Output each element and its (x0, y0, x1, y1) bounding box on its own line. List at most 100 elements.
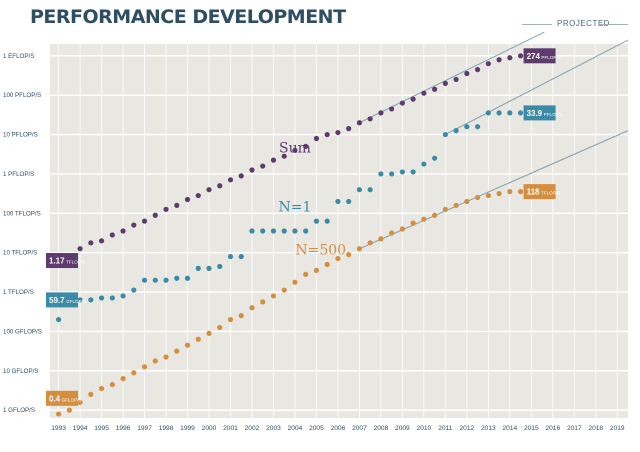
data-point (55, 316, 62, 323)
data-point (109, 381, 115, 388)
series-label: N=1 (279, 199, 312, 215)
data-point (507, 110, 513, 116)
projected-label: PROJECTED (557, 19, 610, 28)
y-axis-ticks: 1 GFLOP/S 10 GFLOP/S 100 GFLOP/S 1 TFLOP/S 1… (3, 53, 42, 414)
x-tick-label: 1997 (137, 425, 152, 432)
data-point (152, 277, 158, 283)
data-point (184, 342, 191, 348)
x-axis-ticks: 1993 1994 1995 1996 1997 1998 1999 2000 2001 2002… (51, 425, 625, 432)
data-point (249, 305, 255, 311)
y-tick-label: 10 GFLOP/S (3, 368, 38, 375)
y-tick-label: 100 PFLOP/S (3, 92, 41, 99)
data-point (303, 143, 309, 149)
data-point (131, 222, 137, 228)
data-point (249, 167, 255, 173)
data-point (109, 232, 115, 238)
data-point (335, 198, 341, 205)
data-point (152, 358, 158, 364)
data-label-value: 274 (527, 52, 541, 61)
x-tick-label: 1999 (180, 425, 195, 432)
data-point (77, 399, 83, 405)
data-label-n500-start: 0.4 GFLOP/S (46, 390, 82, 406)
data-point (389, 106, 395, 112)
x-tick-label: 2000 (202, 425, 217, 432)
y-tick-label: 1 PFLOP/S (3, 171, 34, 178)
data-point (496, 110, 502, 116)
data-label-unit: TFLOP/S (66, 260, 85, 265)
data-point (120, 293, 126, 299)
data-label-value: 59.7 (49, 296, 65, 305)
data-label-text: 0.4 GFLOP/S (49, 394, 82, 403)
data-label-value: 33.9 (527, 109, 543, 118)
data-label-box (46, 292, 78, 308)
projected-divider-left (522, 24, 552, 25)
data-point (227, 177, 234, 183)
data-point (206, 330, 212, 336)
data-point (356, 187, 363, 193)
data-point (335, 255, 341, 262)
data-point (496, 57, 502, 63)
data-point (227, 253, 234, 260)
data-point (399, 169, 405, 175)
data-point (141, 364, 148, 370)
series-label: N=500 (295, 243, 346, 259)
data-point (55, 411, 62, 417)
data-point (485, 61, 491, 67)
data-point (120, 376, 126, 382)
x-tick-label: 2006 (331, 425, 346, 432)
data-point (281, 153, 287, 159)
data-point (389, 230, 395, 236)
data-point (442, 80, 448, 86)
x-tick-label: 2009 (395, 425, 410, 432)
data-point (174, 275, 180, 281)
data-point (238, 173, 244, 179)
data-point (410, 220, 416, 226)
data-point (432, 155, 438, 161)
data-point (464, 198, 470, 205)
y-tick-label: 10 PFLOP/S (3, 132, 38, 139)
data-label-n500-end: 118 TFLOP/S (523, 184, 561, 200)
x-tick-label: 2001 (223, 425, 238, 432)
data-point (453, 202, 459, 209)
data-label-unit: PFLOP/S (544, 112, 563, 117)
y-tick-label: 1 EFLOP/S (3, 53, 34, 60)
projection-line (445, 39, 629, 136)
data-point (335, 129, 341, 136)
data-point (432, 86, 438, 92)
data-point (410, 169, 416, 175)
data-point (346, 126, 352, 132)
data-point (292, 228, 298, 234)
data-point (324, 131, 330, 138)
x-tick-label: 2004 (288, 425, 303, 432)
data-point (507, 189, 513, 195)
data-point (281, 228, 287, 234)
data-label-text: 118 TFLOP/S (527, 188, 561, 197)
projected-divider-right (598, 24, 628, 25)
data-point (442, 206, 448, 212)
data-point (507, 55, 513, 61)
data-point (367, 187, 373, 193)
data-point (517, 53, 524, 59)
data-label-n1-end: 33.9 PFLOP/S (523, 105, 563, 121)
data-point (324, 218, 330, 224)
data-point (496, 191, 502, 197)
data-point (88, 240, 94, 246)
x-tick-label: 2016 (545, 425, 560, 432)
data-point (77, 297, 83, 303)
data-point (292, 279, 298, 285)
data-point (141, 277, 148, 283)
data-point (227, 316, 234, 323)
data-point (270, 293, 277, 299)
data-point (464, 124, 470, 130)
data-point (453, 76, 459, 83)
x-tick-label: 2011 (438, 425, 453, 432)
series-label: Sum (279, 140, 311, 156)
data-point (378, 236, 384, 242)
x-tick-label: 2015 (524, 425, 539, 432)
data-point (109, 295, 115, 301)
data-label-n1-start: 59.7 GFLOP/S (46, 292, 86, 308)
y-tick-label: 10 TFLOP/S (3, 250, 37, 257)
data-point (313, 135, 320, 142)
data-point (421, 216, 427, 222)
data-label-text: 33.9 PFLOP/S (527, 109, 563, 118)
